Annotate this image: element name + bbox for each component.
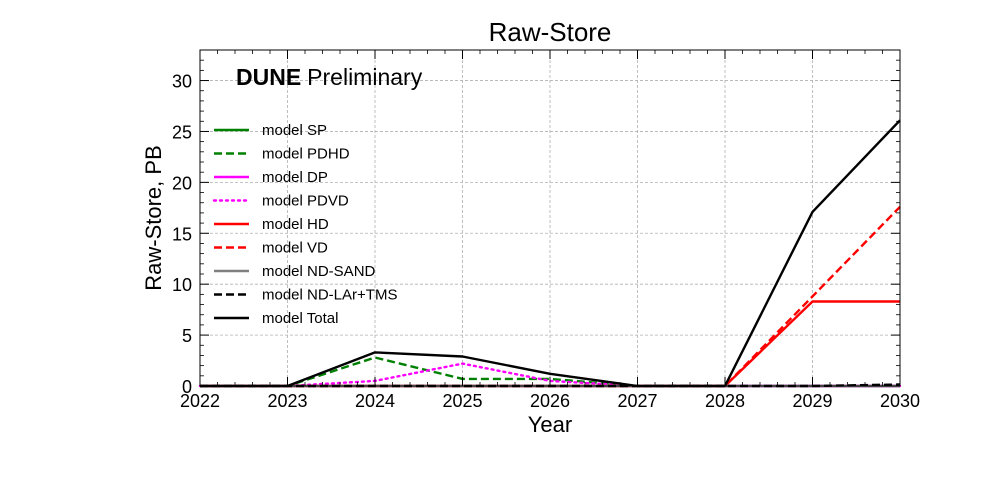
dune-label: DUNE <box>236 64 301 90</box>
dune-preliminary-label: DUNE Preliminary <box>236 64 423 90</box>
series-line-model-total <box>200 119 901 388</box>
chart-title: Raw-Store <box>489 17 612 47</box>
x-tick-label: 2026 <box>530 391 570 411</box>
x-axis-title: Year <box>528 412 572 437</box>
x-tick-labels: 2022 2023 2024 2025 2026 2027 2028 2029 2030 <box>180 391 920 411</box>
legend-label-model-nd-lar-tms: model ND-LAr+TMS <box>262 287 397 304</box>
y-tick-label: 15 <box>172 224 192 244</box>
y-tick-labels: 0 5 10 15 20 25 30 <box>172 72 192 397</box>
y-tick-label: 10 <box>172 275 192 295</box>
legend-label-model-sp: model SP <box>262 122 327 139</box>
legend-label-model-dp: model DP <box>262 169 328 186</box>
x-tick-label: 2027 <box>617 391 657 411</box>
y-tick-label: 30 <box>172 72 192 92</box>
grid <box>200 50 900 386</box>
x-tick-label: 2030 <box>880 391 920 411</box>
y-tick-label: 20 <box>172 173 192 193</box>
x-tick-label: 2025 <box>442 391 482 411</box>
x-tick-label: 2024 <box>355 391 395 411</box>
y-tick-label: 25 <box>172 122 192 142</box>
legend-label-model-vd: model VD <box>262 240 328 257</box>
legend-label-model-total: model Total <box>262 310 338 327</box>
legend: model SP model PDHD model DP model PDVD mode… <box>212 122 397 327</box>
legend-label-model-pdvd: model PDVD <box>262 193 349 210</box>
x-tick-label: 2023 <box>267 391 307 411</box>
legend-label-model-pdhd: model PDHD <box>262 146 350 163</box>
x-tick-label: 2022 <box>180 391 220 411</box>
legend-label-model-hd: model HD <box>262 216 329 233</box>
y-tick-label: 5 <box>182 326 192 346</box>
preliminary-label: Preliminary <box>307 64 423 90</box>
axis-ticks <box>199 49 901 387</box>
legend-label-model-nd-sand: model ND-SAND <box>262 263 376 280</box>
x-tick-label: 2029 <box>792 391 832 411</box>
x-tick-label: 2028 <box>705 391 745 411</box>
y-axis-title: Raw-Store, PB <box>141 145 166 291</box>
y-tick-label: 0 <box>182 377 192 397</box>
